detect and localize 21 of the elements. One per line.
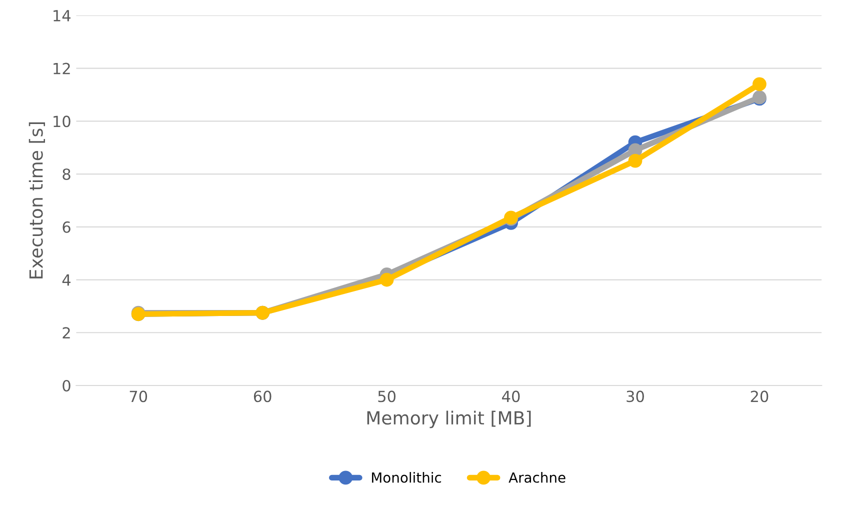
x-axis-title: Memory limit [MB] (367, 410, 531, 428)
x-tick-label: 70 (130, 390, 148, 402)
y-tick-label: 2 (62, 327, 70, 338)
point (380, 272, 394, 287)
y-tick-label: 12 (54, 62, 70, 74)
x-tick-label: 40 (502, 390, 520, 402)
y-tick-label: 10 (54, 116, 70, 128)
y-tick-label: 4 (62, 274, 71, 286)
legend-label: Monolithic (372, 472, 442, 483)
y-axis-title: Executon time [s] (28, 122, 45, 278)
y-tick-label: 6 (62, 221, 70, 233)
x-tick-label: 60 (254, 390, 272, 402)
x-tick-label: 20 (750, 390, 768, 402)
legend-label: Arachne (508, 472, 566, 483)
point (628, 154, 642, 168)
x-tick-label: 30 (626, 390, 644, 402)
x-tick-label: 50 (378, 390, 396, 402)
y-tick-label: 14 (54, 10, 71, 22)
point (752, 77, 766, 92)
y-tick-label: 0 (62, 380, 70, 392)
y-tick-label: 8 (62, 168, 70, 180)
